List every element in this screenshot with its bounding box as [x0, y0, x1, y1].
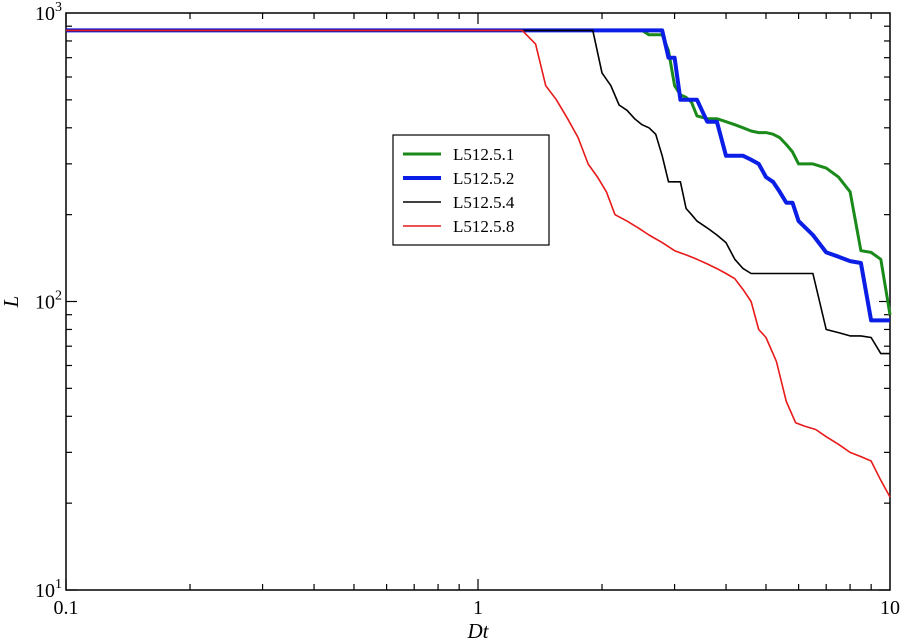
- tick-labels: 0.1 1 10 101 102 103: [35, 0, 900, 619]
- x-axis-title: Dt: [467, 619, 490, 643]
- series-line-2: [66, 28, 890, 323]
- series-line-1: [66, 28, 892, 315]
- legend-label-4: L512.5.8: [453, 217, 514, 236]
- x-tick-label: 0.1: [54, 597, 79, 619]
- x-tick-label: 1: [473, 597, 483, 619]
- series-line-4: [66, 29, 891, 498]
- y-tick-label: 101: [35, 577, 62, 602]
- x-tick-label: 10: [880, 597, 900, 619]
- y-tick-label: 102: [35, 289, 62, 314]
- axis-ticks: [65, 13, 890, 591]
- series-layer: [66, 28, 892, 498]
- legend: L512.5.1 L512.5.2 L512.5.4 L512.5.8: [392, 134, 550, 246]
- legend-label-2: L512.5.2: [453, 169, 514, 188]
- plot-frame: [65, 12, 891, 591]
- y-axis-title: L: [0, 296, 23, 309]
- y-tick-label: 103: [35, 0, 62, 25]
- legend-label-1: L512.5.1: [453, 145, 514, 164]
- series-line-3: [66, 29, 890, 355]
- legend-label-3: L512.5.4: [453, 193, 515, 212]
